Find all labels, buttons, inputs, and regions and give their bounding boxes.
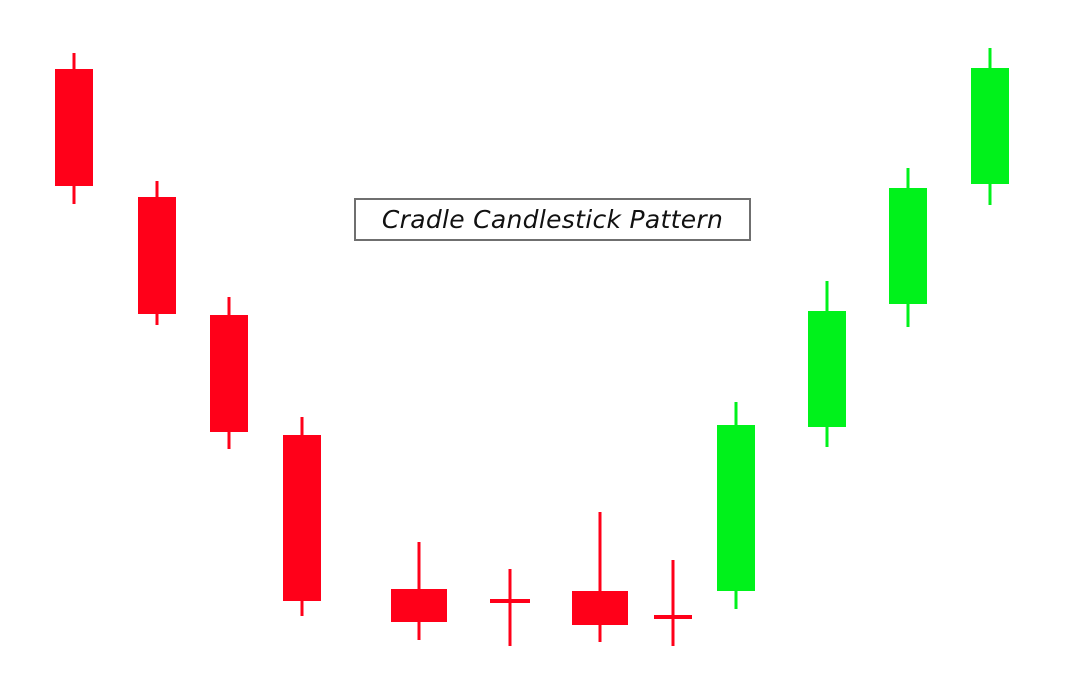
candle-body [971, 68, 1009, 184]
chart-title: Cradle Candlestick Pattern [354, 198, 751, 241]
candle-body [572, 591, 628, 625]
candle-body [283, 435, 321, 601]
candle-body [391, 589, 447, 622]
candle-body [210, 315, 248, 432]
doji-candle [654, 615, 692, 619]
candle-body [889, 188, 927, 304]
candle-body [55, 69, 93, 186]
candle-body [808, 311, 846, 427]
doji-candle [490, 599, 530, 603]
candle-body [138, 197, 176, 314]
candle-body [717, 425, 755, 591]
